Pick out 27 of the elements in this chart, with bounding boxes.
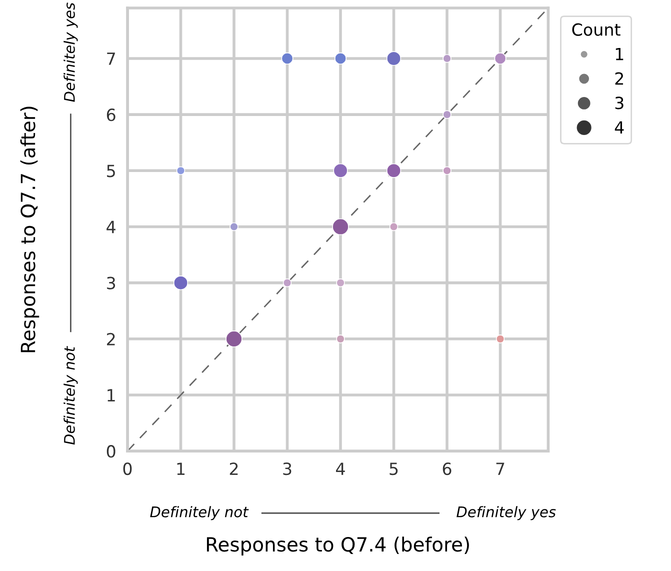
legend-label: 4 bbox=[614, 121, 624, 134]
x-tick-label: 0 bbox=[123, 462, 132, 476]
x-tick-label: 6 bbox=[442, 462, 452, 476]
x-tick-label: 7 bbox=[496, 462, 504, 475]
text: Definitely not bbox=[64, 346, 78, 445]
y-tick-label: 3 bbox=[107, 276, 116, 290]
text: Definitely yes bbox=[64, 2, 78, 102]
x-axis-title: Responses to Q7.4 (before) bbox=[206, 536, 469, 556]
x-tick-label: 3 bbox=[283, 462, 292, 476]
x-tick-label: 2 bbox=[230, 462, 238, 475]
legend-label: 2 bbox=[615, 72, 624, 85]
y-axis-title: Responses to Q7.7 (after) bbox=[20, 106, 40, 352]
legend-title: Count bbox=[572, 23, 620, 36]
y-tick-label: 2 bbox=[106, 332, 115, 346]
y-tick-label: 0 bbox=[106, 445, 116, 458]
legend-label: 1 bbox=[616, 48, 624, 60]
legend-label: 3 bbox=[615, 96, 624, 110]
y-tick-label: 5 bbox=[107, 164, 115, 178]
y-tick-label: 1 bbox=[108, 389, 115, 402]
x-tick-label: 5 bbox=[390, 462, 398, 476]
x-tick-label: 4 bbox=[336, 462, 345, 475]
y-tick-label: 6 bbox=[106, 108, 116, 122]
y-tick-label: 7 bbox=[107, 52, 115, 65]
x-tick-label: 1 bbox=[177, 462, 185, 475]
text: Definitely yes bbox=[456, 506, 556, 520]
text: Definitely not bbox=[150, 506, 249, 520]
y-tick-label: 4 bbox=[106, 220, 116, 234]
